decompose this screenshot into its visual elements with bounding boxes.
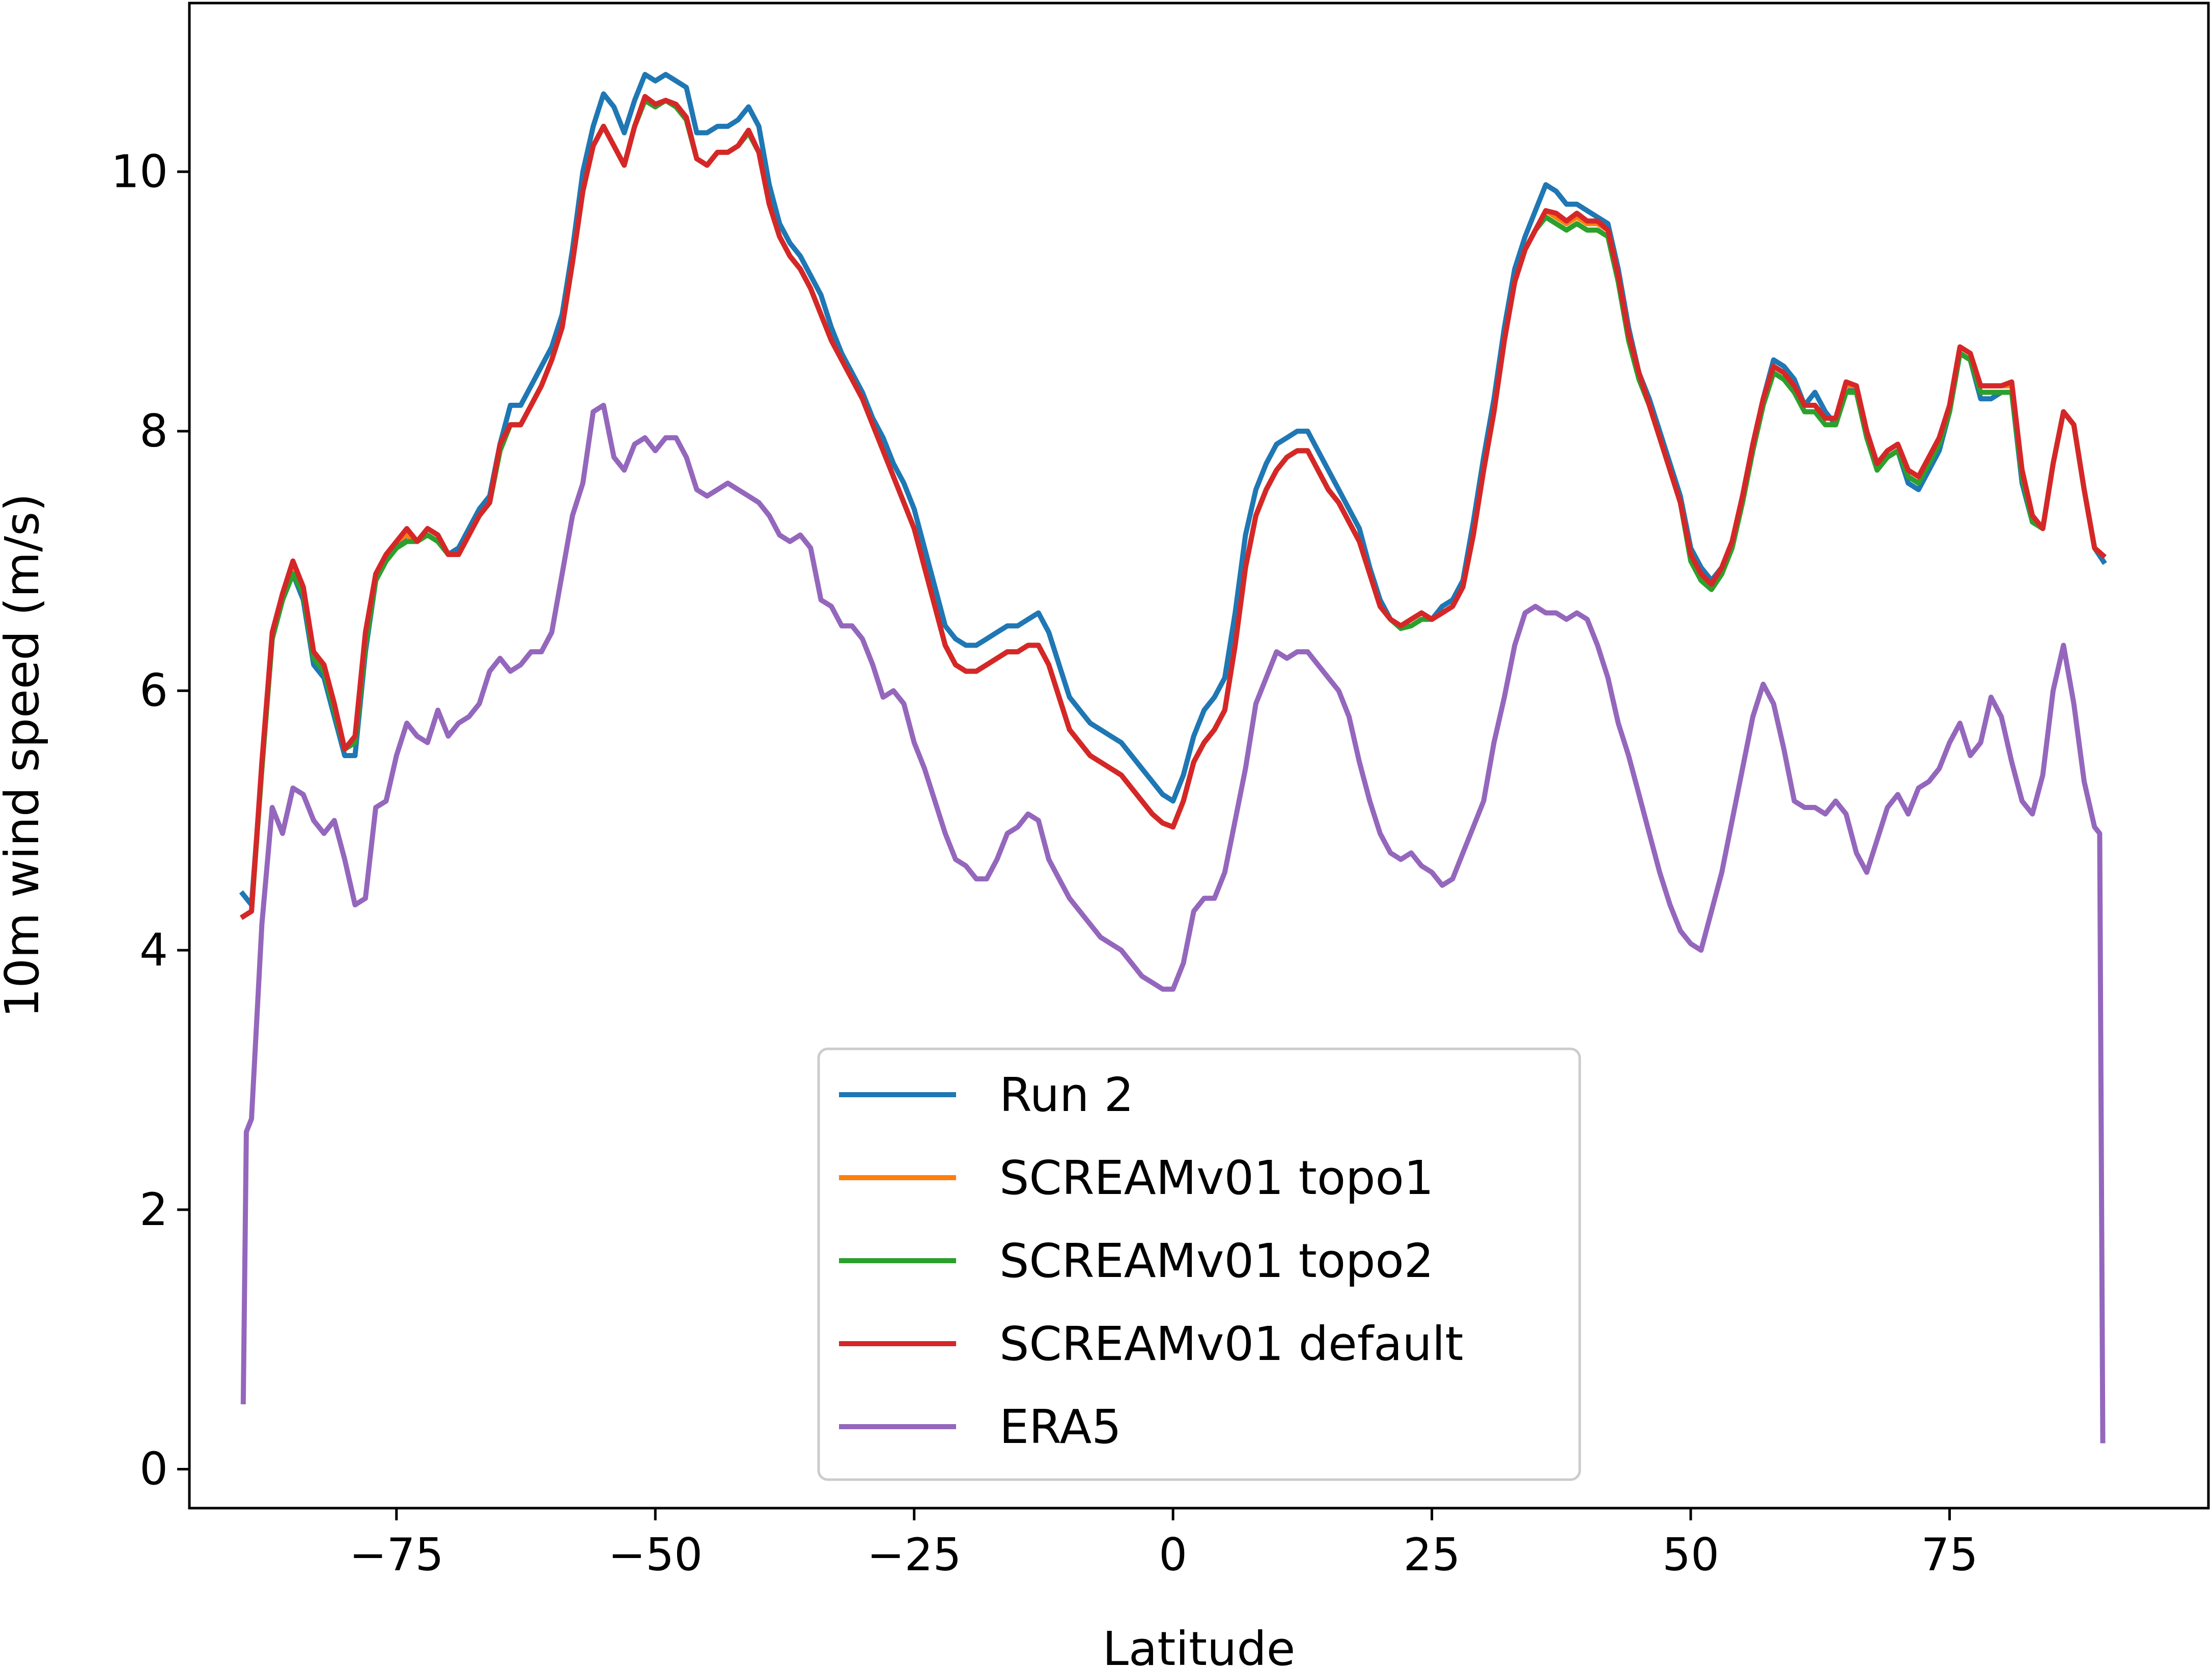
- legend-label: SCREAMv01 default: [999, 1317, 1463, 1371]
- y-tick-label: 8: [139, 405, 168, 457]
- legend-label: ERA5: [999, 1400, 1122, 1454]
- y-tick-label: 4: [139, 924, 168, 976]
- x-tick-label: 0: [1159, 1528, 1187, 1581]
- x-tick-label: −50: [608, 1528, 703, 1581]
- y-tick-label: 2: [139, 1183, 168, 1236]
- legend: Run 2 SCREAMv01 topo1 SCREAMv01 topo2 SCREA…: [817, 1047, 1581, 1481]
- y-tick-label: 10: [111, 145, 168, 198]
- legend-label: SCREAMv01 topo1: [999, 1151, 1434, 1205]
- x-tick-label: 50: [1662, 1528, 1719, 1581]
- x-tick-label: −25: [867, 1528, 962, 1581]
- x-tick-label: 25: [1404, 1528, 1461, 1581]
- legend-label: Run 2: [999, 1068, 1134, 1122]
- y-axis: 0 2 4 6 8 10: [111, 145, 189, 1495]
- series-line-run-2: [239, 72, 2107, 908]
- series-layer: [239, 72, 2107, 1443]
- x-axis-label: Latitude: [1103, 1622, 1296, 1668]
- legend-label: SCREAMv01 topo2: [999, 1234, 1434, 1288]
- series-line-screamv01-default: [240, 94, 2107, 920]
- plot-frame: [188, 2, 2210, 1510]
- y-tick-label: 0: [139, 1443, 168, 1495]
- x-tick-label: −75: [349, 1528, 444, 1581]
- series-line-era5: [240, 403, 2106, 1443]
- y-axis-label: 10m wind speed (m/s): [0, 493, 49, 1018]
- y-tick-label: 6: [139, 664, 168, 717]
- legend-box: [817, 1047, 1581, 1481]
- x-tick-label: 75: [1921, 1528, 1978, 1581]
- x-axis: −75 −50 −25 0 25 50 75: [349, 1508, 1978, 1581]
